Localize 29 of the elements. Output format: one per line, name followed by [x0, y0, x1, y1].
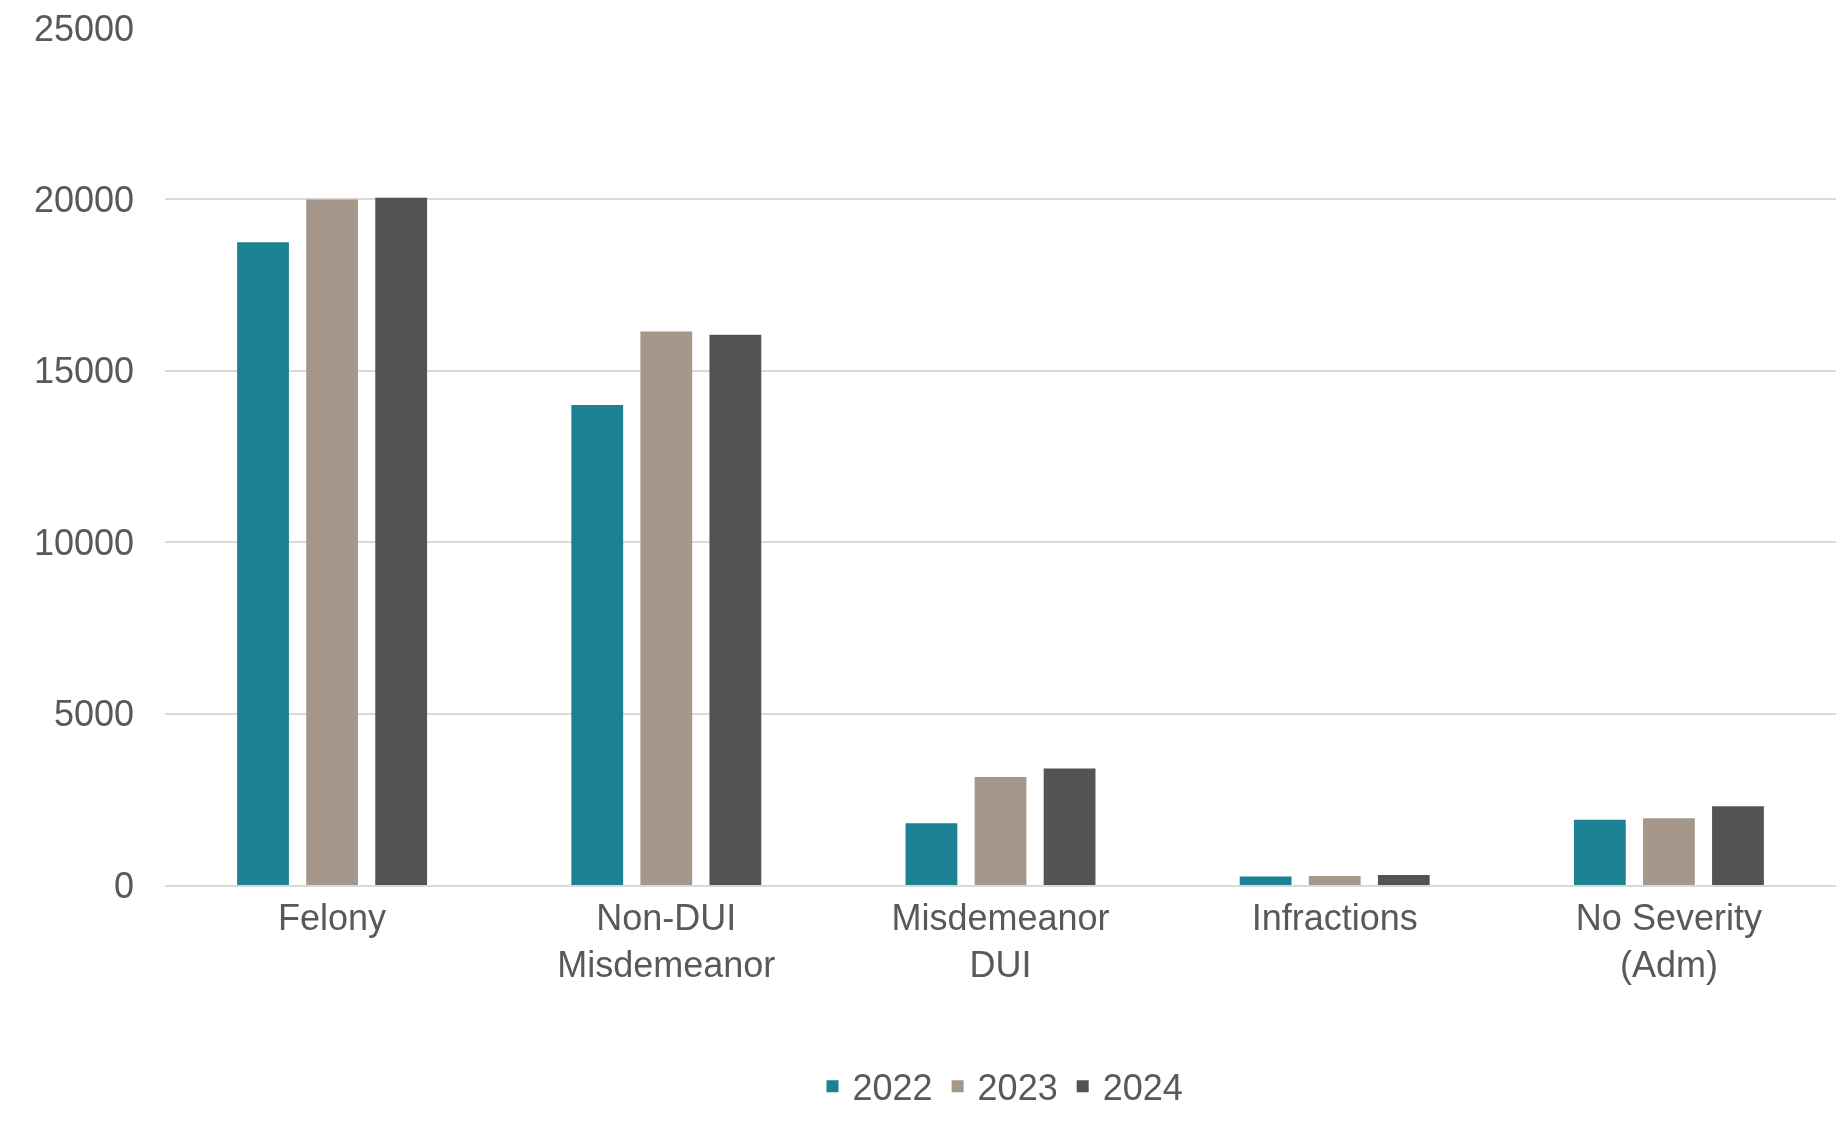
- legend-label: 2022: [852, 1067, 933, 1109]
- bar: [1712, 806, 1764, 885]
- bar: [1643, 818, 1695, 885]
- y-tick-label: 0: [113, 864, 134, 906]
- x-tick-label: No Severity (Adm): [1575, 897, 1762, 985]
- bar: [375, 197, 428, 885]
- bar: [571, 405, 624, 885]
- bar: [1377, 875, 1430, 885]
- bar: [640, 331, 693, 885]
- bar: [905, 823, 958, 885]
- y-tick-label: 25000: [33, 7, 134, 49]
- x-tick-label: Non-DUI Misdemeanor: [557, 897, 776, 985]
- legend-label: 2023: [977, 1067, 1058, 1109]
- x-tick-label: Felony: [278, 897, 387, 939]
- bar: [1573, 819, 1626, 885]
- bar: [306, 199, 358, 885]
- y-tick-label: 5000: [53, 693, 134, 735]
- bar: [237, 242, 289, 885]
- y-tick-label: 10000: [33, 521, 134, 563]
- bar: [974, 777, 1027, 885]
- bar: [1308, 876, 1361, 885]
- bar: [1043, 768, 1096, 885]
- legend-label: 2024: [1102, 1067, 1183, 1109]
- y-tick-label: 20000: [33, 179, 134, 220]
- x-tick-label: Infractions: [1251, 897, 1418, 939]
- y-tick-label: 15000: [33, 350, 134, 392]
- x-tick-label: Misdemeanor DUI: [891, 897, 1110, 985]
- bar: [709, 334, 762, 885]
- bar: [1239, 876, 1292, 885]
